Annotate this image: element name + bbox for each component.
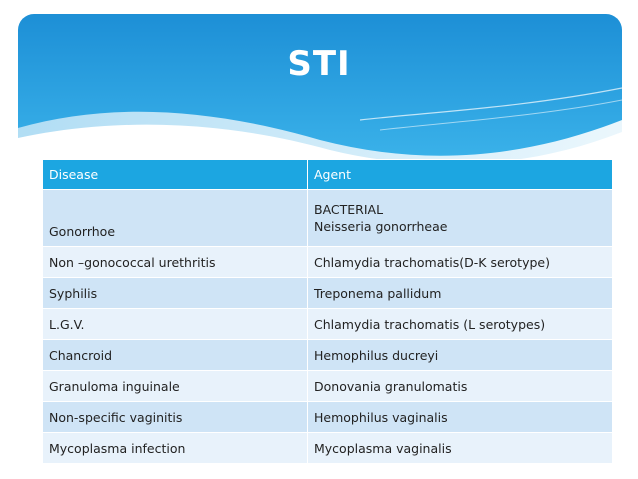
agent-cell: Donovania granulomatis — [307, 370, 613, 402]
disease-cell: L.G.V. — [42, 308, 308, 340]
slide-title: STI — [287, 44, 351, 84]
table-row: L.G.V. Chlamydia trachomatis (L serotype… — [42, 308, 613, 340]
table-row: Non –gonococcal urethritis Chlamydia tra… — [42, 246, 613, 278]
sti-table: Disease Agent Gonorrhoe BACTERIAL Neisse… — [42, 159, 613, 464]
agent-cell: Treponema pallidum — [307, 277, 613, 309]
disease-cell: Gonorrhoe — [42, 189, 308, 247]
table-header-row: Disease Agent — [42, 159, 613, 190]
table-row: Gonorrhoe BACTERIAL Neisseria gonorrheae — [42, 189, 613, 247]
disease-cell: Granuloma inguinale — [42, 370, 308, 402]
agent-cell: Chlamydia trachomatis (L serotypes) — [307, 308, 613, 340]
agent-cell: Hemophilus vaginalis — [307, 401, 613, 433]
table-row: Syphilis Treponema pallidum — [42, 277, 613, 309]
column-header-disease: Disease — [42, 159, 308, 190]
table-row: Chancroid Hemophilus ducreyi — [42, 339, 613, 371]
disease-cell: Non-specific vaginitis — [42, 401, 308, 433]
table-row: Granuloma inguinale Donovania granulomat… — [42, 370, 613, 402]
table-row: Non-specific vaginitis Hemophilus vagina… — [42, 401, 613, 433]
header-banner — [0, 0, 638, 175]
disease-cell: Syphilis — [42, 277, 308, 309]
agent-cell: Mycoplasma vaginalis — [307, 432, 613, 464]
agent-cell: Hemophilus ducreyi — [307, 339, 613, 371]
agent-category-label: BACTERIAL — [314, 202, 384, 217]
disease-cell: Chancroid — [42, 339, 308, 371]
agent-cell: BACTERIAL Neisseria gonorrheae — [307, 189, 613, 247]
agent-name: Neisseria gonorrheae — [314, 219, 448, 234]
agent-cell: Chlamydia trachomatis(D-K serotype) — [307, 246, 613, 278]
table-row: Mycoplasma infection Mycoplasma vaginali… — [42, 432, 613, 464]
column-header-agent: Agent — [307, 159, 613, 190]
disease-cell: Mycoplasma infection — [42, 432, 308, 464]
wave-banner-graphic — [18, 14, 623, 175]
disease-cell: Non –gonococcal urethritis — [42, 246, 308, 278]
